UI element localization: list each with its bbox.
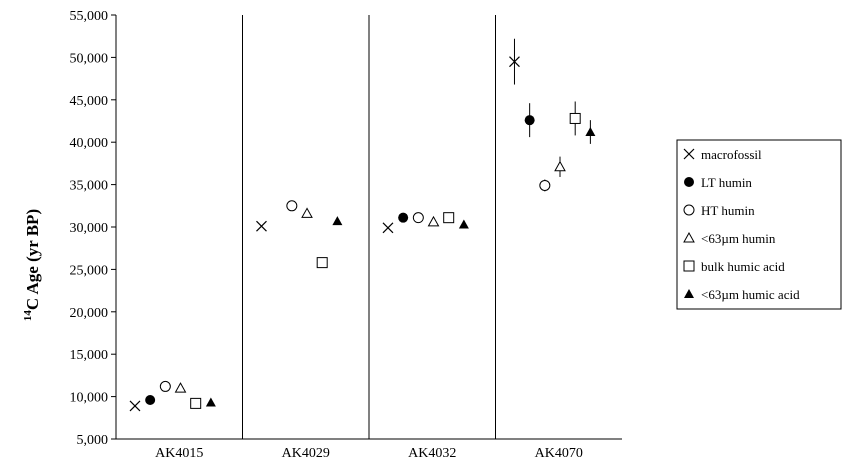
y-tick-label: 35,000: [70, 179, 109, 194]
point-open-square: [443, 212, 455, 224]
x-tick-label: AK4015: [155, 446, 203, 461]
legend-label: bulk humic acid: [701, 259, 785, 274]
point-filled-circle: [145, 394, 156, 405]
point-open-circle: [286, 200, 298, 212]
legend-label: HT humin: [701, 203, 755, 218]
legend-label: macrofossil: [701, 147, 762, 162]
point-open-triangle: [427, 215, 440, 227]
x-tick-label: AK4029: [282, 446, 330, 461]
y-tick-label: 45,000: [70, 94, 109, 109]
legend: macrofossil LT humin HT humin <63µm humin bu…: [676, 139, 842, 310]
y-tick-label: 20,000: [70, 306, 109, 321]
point-cross: [382, 222, 394, 234]
point-open-triangle: [301, 207, 313, 218]
point-open-square: [190, 397, 202, 409]
point-open-square: [316, 257, 328, 269]
point-cross: [129, 400, 141, 412]
x-axis-ticks: AK4015 AK4029 AK4032 AK4070: [155, 446, 583, 461]
legend-label: <63µm humic acid: [701, 287, 800, 302]
legend-marker-open-circle: [683, 204, 695, 216]
point-open-circle: [412, 212, 424, 224]
point-filled-triangle: [205, 397, 216, 407]
point-open-triangle: [554, 160, 566, 172]
data-points: [129, 38, 596, 412]
y-tick-label: 15,000: [70, 348, 109, 363]
y-axis-label: 14C Age (yr BP): [22, 209, 42, 321]
point-filled-triangle: [332, 216, 343, 226]
y-tick-label: 25,000: [70, 263, 109, 278]
point-filled-triangle: [585, 127, 596, 137]
point-filled-circle: [398, 212, 409, 223]
y-tick-label: 5,000: [77, 433, 109, 448]
point-open-circle: [539, 179, 551, 191]
legend-marker-filled-circle: [684, 177, 694, 187]
point-cross: [509, 56, 520, 68]
y-tick-label: 10,000: [70, 391, 109, 406]
point-filled-triangle: [458, 219, 469, 229]
x-tick-label: AK4032: [408, 446, 456, 461]
point-open-circle: [159, 380, 171, 392]
y-axis-label-main: C Age (yr BP): [23, 209, 42, 310]
y-tick-label: 40,000: [70, 136, 109, 151]
point-cross: [256, 220, 267, 232]
legend-marker-cross: [683, 148, 695, 160]
x-tick-label: AK4070: [535, 446, 583, 461]
y-axis-label-superscript: 14: [22, 310, 34, 322]
legend-label: LT humin: [701, 175, 752, 190]
point-open-triangle: [174, 382, 187, 393]
y-axis-ticks: 5,000 10,000 15,000 20,000 25,000 30,000 35,00…: [70, 9, 116, 448]
legend-marker-filled-triangle: [684, 289, 694, 298]
axes: [115, 15, 622, 440]
y-tick-label: 30,000: [70, 221, 109, 236]
legend-box: [676, 139, 842, 310]
legend-marker-open-triangle: [683, 231, 695, 243]
y-tick-label: 50,000: [70, 51, 109, 66]
point-open-square: [569, 112, 581, 124]
legend-marker-open-square: [683, 260, 695, 272]
y-tick-label: 55,000: [70, 9, 109, 24]
legend-label: <63µm humin: [701, 231, 776, 246]
point-filled-circle: [524, 115, 535, 126]
